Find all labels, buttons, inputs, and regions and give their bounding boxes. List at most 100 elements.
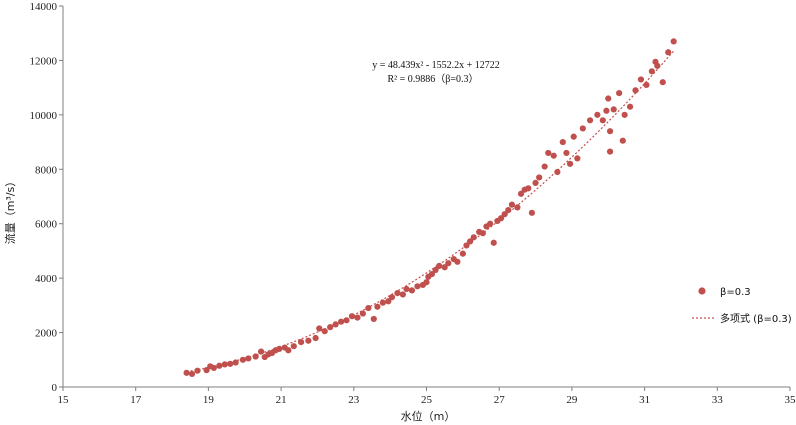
y-tick-label: 4000: [35, 273, 58, 285]
y-tick-label: 8000: [35, 164, 58, 176]
x-tick-label: 31: [639, 394, 650, 406]
x-tick-label: 23: [348, 394, 360, 406]
axis-labels-group: 15 17 19 21 23 25 27 29 31 33 35 0 2000 4000 6000 8000 1…: [30, 1, 796, 406]
legend-marker-points: [698, 287, 706, 295]
data-point: [545, 149, 552, 157]
data-point: [370, 315, 377, 323]
legend: β=0.3 多项式 (β=0.3): [692, 287, 792, 325]
y-tick-label: 14000: [30, 1, 58, 13]
data-point: [297, 339, 305, 346]
data-point: [194, 367, 201, 374]
data-point: [528, 209, 536, 216]
data-point: [497, 215, 505, 222]
data-point: [490, 239, 497, 246]
data-point: [332, 321, 339, 328]
data-point: [501, 211, 508, 218]
data-point: [321, 328, 328, 335]
data-point: [245, 355, 252, 362]
data-point: [463, 242, 470, 249]
data-point: [305, 337, 312, 344]
data-point: [554, 168, 561, 176]
data-point: [385, 298, 392, 305]
data-point: [441, 264, 448, 271]
x-tick-label: 27: [494, 394, 506, 406]
data-point: [610, 106, 617, 113]
data-point: [532, 179, 539, 186]
data-point: [648, 68, 655, 75]
data-point: [619, 137, 626, 144]
data-point: [606, 148, 614, 155]
data-point: [221, 361, 228, 368]
data-point: [541, 163, 548, 170]
data-point: [232, 359, 239, 366]
data-point: [632, 87, 639, 94]
data-point: [470, 234, 477, 241]
data-point: [354, 314, 361, 321]
data-point: [652, 58, 659, 65]
y-tick-label: 12000: [30, 55, 58, 67]
data-point: [365, 304, 372, 312]
y-tick-label: 10000: [30, 110, 58, 122]
data-point: [210, 364, 217, 372]
y-tick-label: 2000: [35, 328, 58, 340]
data-point: [428, 270, 436, 278]
data-point: [505, 207, 512, 214]
data-point: [479, 230, 486, 237]
y-axis-title: 流量（m³/s）: [3, 176, 17, 245]
data-point: [487, 220, 494, 227]
data-points-group: [183, 38, 677, 378]
data-point: [343, 317, 350, 324]
data-point: [388, 294, 396, 301]
data-point: [454, 258, 461, 265]
data-point: [459, 250, 466, 257]
data-point: [399, 291, 406, 298]
x-axis-title: 水位（m）: [401, 409, 456, 423]
data-point: [216, 362, 223, 369]
data-point: [594, 111, 601, 118]
data-point: [414, 283, 421, 290]
legend-label-points: β=0.3: [720, 287, 751, 298]
data-point: [359, 310, 366, 317]
data-point: [559, 138, 566, 146]
r-squared-label: R² = 0.9886（β=0.3）: [387, 73, 478, 85]
data-point: [514, 204, 521, 211]
y-tick-label: 0: [52, 382, 58, 394]
data-point: [258, 348, 265, 355]
data-point: [570, 133, 577, 140]
data-point: [316, 325, 323, 332]
data-point: [550, 152, 557, 159]
data-point: [563, 149, 570, 157]
data-point: [536, 174, 543, 181]
data-point: [605, 95, 612, 102]
x-tick-label: 21: [276, 394, 287, 406]
data-point: [394, 290, 401, 297]
data-point: [337, 318, 345, 325]
data-point: [183, 369, 190, 376]
data-point: [621, 111, 628, 118]
data-point: [525, 185, 532, 192]
x-tick-label: 25: [421, 394, 433, 406]
trend-line: [186, 50, 675, 373]
data-point: [290, 343, 297, 350]
data-point: [508, 201, 516, 208]
data-point: [423, 279, 430, 286]
data-point: [227, 360, 234, 367]
data-point: [379, 299, 386, 306]
data-point: [408, 287, 416, 294]
data-point: [603, 107, 610, 114]
x-tick-label: 33: [712, 394, 724, 406]
x-tick-label: 19: [203, 394, 215, 406]
data-point: [637, 76, 645, 83]
trend-equation: y = 48.439x² - 1552.2x + 12722: [372, 60, 500, 71]
data-point: [445, 260, 452, 267]
x-tick-label: 17: [130, 394, 142, 406]
data-point: [467, 238, 474, 245]
data-point: [188, 370, 196, 378]
data-point: [616, 89, 623, 97]
data-point: [670, 38, 677, 45]
data-point: [643, 81, 650, 89]
x-tick-label: 35: [785, 394, 796, 406]
data-point: [327, 324, 334, 331]
data-point: [348, 313, 356, 320]
data-point: [574, 155, 581, 162]
